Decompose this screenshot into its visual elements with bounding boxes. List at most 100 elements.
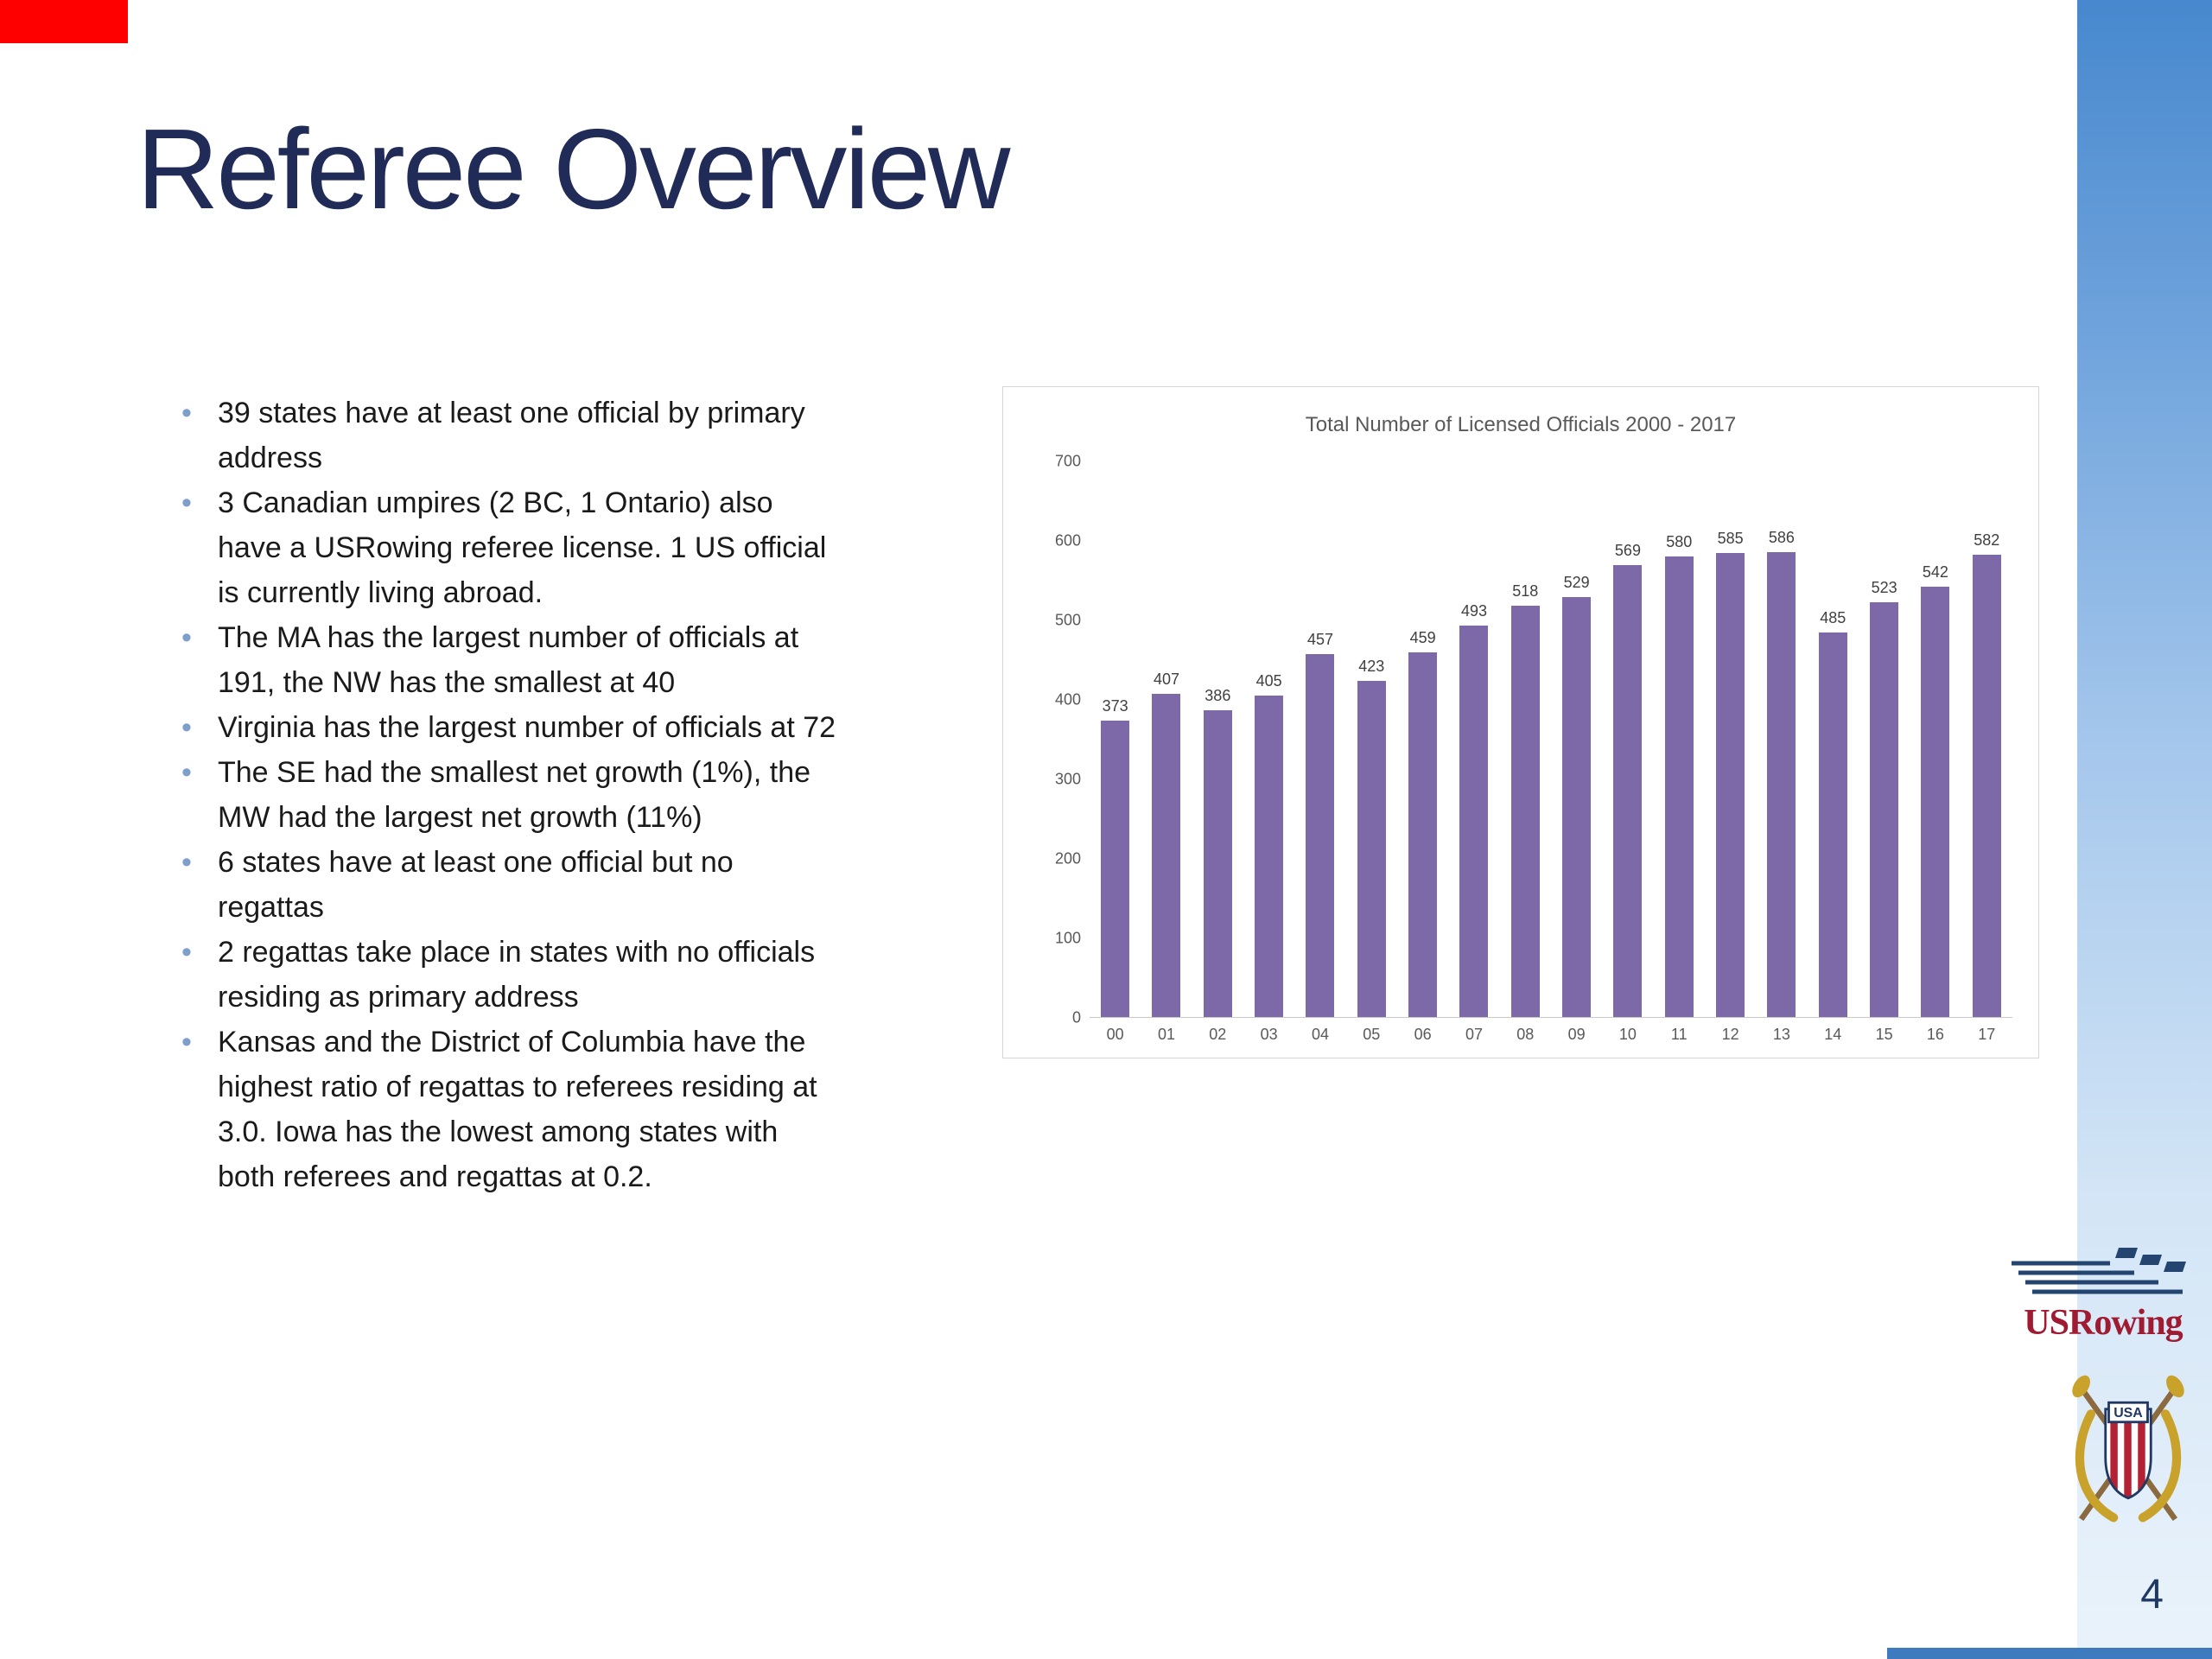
bar-rect bbox=[1818, 632, 1847, 1017]
bar-value-label: 523 bbox=[1871, 578, 1897, 596]
bar-14: 485 14 bbox=[1808, 461, 1859, 1043]
bar-value-label: 582 bbox=[1974, 531, 2000, 550]
crest-usa-text: USA bbox=[2113, 1406, 2143, 1421]
chart-title: Total Number of Licensed Officials 2000 … bbox=[1305, 413, 1737, 436]
slide-title: Referee Overview bbox=[137, 105, 1010, 232]
bar-value-label: 373 bbox=[1102, 697, 1128, 715]
bar-rect bbox=[1101, 721, 1130, 1017]
x-axis-label: 04 bbox=[1311, 1026, 1329, 1043]
bullet-item: 6 states have at least one official but … bbox=[169, 840, 839, 930]
y-axis-label: 300 bbox=[1054, 770, 1081, 788]
bar-10: 569 10 bbox=[1602, 461, 1653, 1043]
y-axis-label: 500 bbox=[1054, 611, 1081, 629]
bar-13: 586 13 bbox=[1756, 461, 1807, 1043]
bar-15: 523 15 bbox=[1859, 461, 1910, 1043]
bar-value-label: 542 bbox=[1922, 563, 1948, 582]
y-axis-label: 700 bbox=[1054, 452, 1081, 470]
x-axis-label: 01 bbox=[1157, 1026, 1175, 1043]
x-axis-label: 07 bbox=[1465, 1026, 1483, 1043]
bar-rect bbox=[1510, 606, 1540, 1017]
x-axis-label: 03 bbox=[1260, 1026, 1278, 1043]
page-number: 4 bbox=[2140, 1572, 2164, 1618]
y-axis-label: 600 bbox=[1054, 531, 1081, 550]
bar-rect bbox=[1203, 710, 1232, 1017]
bar-value-label: 405 bbox=[1255, 671, 1282, 690]
x-axis-label: 09 bbox=[1567, 1026, 1586, 1043]
bar-rect bbox=[1152, 694, 1181, 1017]
bar-value-label: 585 bbox=[1717, 529, 1744, 547]
usrowing-logo: USRowing bbox=[2001, 1246, 2205, 1344]
bullet-item: 2 regattas take place in states with no … bbox=[169, 930, 839, 1020]
x-axis-label: 12 bbox=[1721, 1026, 1739, 1043]
bar-07: 493 07 bbox=[1448, 461, 1499, 1043]
bar-value-label: 485 bbox=[1820, 608, 1847, 626]
x-axis-label: 02 bbox=[1209, 1026, 1227, 1043]
bullet-item: 3 Canadian umpires (2 BC, 1 Ontario) als… bbox=[169, 480, 839, 615]
x-axis-label: 08 bbox=[1516, 1026, 1535, 1043]
bar-rect bbox=[1767, 551, 1796, 1017]
bullet-list: 39 states have at least one official by … bbox=[169, 391, 839, 1199]
bar-05: 423 05 bbox=[1346, 461, 1397, 1043]
x-axis-label: 13 bbox=[1772, 1026, 1790, 1043]
bullet-item: The SE had the smallest net growth (1%),… bbox=[169, 750, 839, 840]
x-axis-label: 11 bbox=[1670, 1026, 1688, 1043]
usrowing-icon bbox=[2012, 1248, 2186, 1294]
bar-rect bbox=[1357, 681, 1386, 1017]
x-axis-label: 15 bbox=[1875, 1026, 1893, 1043]
bar-rect bbox=[1255, 695, 1284, 1017]
officials-bar-chart: Total Number of Licensed Officials 2000 … bbox=[1002, 386, 2039, 1058]
x-axis-label: 17 bbox=[1978, 1026, 1996, 1043]
bar-value-label: 423 bbox=[1358, 658, 1385, 676]
bottom-accent-bar bbox=[1887, 1648, 2212, 1659]
bullet-item: The MA has the largest number of officia… bbox=[169, 615, 839, 705]
bar-rect bbox=[1972, 555, 2001, 1017]
y-axis-label: 100 bbox=[1054, 929, 1081, 947]
bullet-item: Kansas and the District of Columbia have… bbox=[169, 1020, 839, 1199]
bar-value-label: 459 bbox=[1409, 629, 1436, 647]
bar-rect bbox=[1306, 654, 1335, 1017]
chart-bars: 373 00 407 01 386 02 405 03 457 04 423 05 459 06 493 07… bbox=[1090, 461, 2012, 1043]
bar-value-label: 586 bbox=[1768, 528, 1795, 546]
bar-17: 582 17 bbox=[1961, 461, 2012, 1043]
chart-plot-area: 0 1 00 200 300 400 500 600 700 373 00 407 01 386 02 40… bbox=[1055, 453, 2012, 1043]
bar-rect bbox=[1870, 601, 1899, 1017]
y-axis-label: 400 bbox=[1054, 690, 1081, 709]
bar-rect bbox=[1664, 556, 1694, 1017]
bar-03: 405 03 bbox=[1243, 461, 1294, 1043]
bar-16: 542 16 bbox=[1910, 461, 1961, 1043]
y-axis-label: 200 bbox=[1054, 849, 1081, 868]
bar-rect bbox=[1562, 597, 1592, 1017]
bar-value-label: 580 bbox=[1666, 533, 1693, 551]
x-axis-label: 14 bbox=[1824, 1026, 1842, 1043]
bar-02: 386 02 bbox=[1192, 461, 1243, 1043]
bullet-item: Virginia has the largest number of offic… bbox=[169, 705, 839, 750]
bar-12: 585 12 bbox=[1705, 461, 1756, 1043]
bar-value-label: 457 bbox=[1306, 631, 1333, 649]
usrowing-wordmark: USRowing bbox=[2024, 1303, 2183, 1343]
usa-rowing-crest-icon: USA bbox=[2072, 1375, 2184, 1522]
bar-rect bbox=[1716, 552, 1745, 1017]
bar-value-label: 569 bbox=[1614, 542, 1641, 560]
chart-y-axis: 0 100 200 300 400 500 600 700 bbox=[1034, 453, 1081, 1027]
bar-11: 580 11 bbox=[1654, 461, 1705, 1043]
bar-rect bbox=[1459, 626, 1489, 1017]
bar-04: 457 04 bbox=[1294, 461, 1345, 1043]
bar-rect bbox=[1408, 652, 1438, 1017]
bar-value-label: 518 bbox=[1512, 582, 1539, 601]
right-gradient-stripe bbox=[2077, 0, 2212, 1659]
x-axis-label: 06 bbox=[1414, 1026, 1432, 1043]
x-axis-label: 16 bbox=[1926, 1026, 1944, 1043]
bar-00: 373 00 bbox=[1090, 461, 1141, 1043]
x-axis-label: 10 bbox=[1618, 1026, 1637, 1043]
bar-value-label: 493 bbox=[1460, 602, 1487, 620]
bar-rect bbox=[1613, 565, 1643, 1017]
bar-08: 518 08 bbox=[1500, 461, 1551, 1043]
bullet-item: 39 states have at least one official by … bbox=[169, 391, 839, 480]
corner-accent-bar bbox=[0, 0, 128, 43]
bar-01: 407 01 bbox=[1141, 461, 1192, 1043]
usa-rowing-crest: USA bbox=[2063, 1367, 2193, 1540]
bar-rect bbox=[1921, 587, 1950, 1017]
x-axis-label: 00 bbox=[1106, 1026, 1124, 1043]
bar-09: 529 09 bbox=[1551, 461, 1602, 1043]
bar-value-label: 386 bbox=[1205, 687, 1231, 705]
